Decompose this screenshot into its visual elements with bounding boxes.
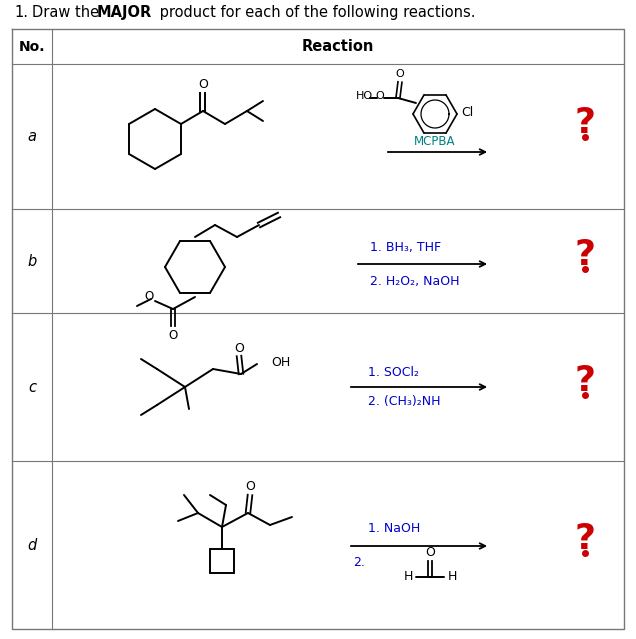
Text: No.: No. [18, 40, 45, 54]
Text: d: d [27, 537, 37, 553]
Text: 2. H₂O₂, NaOH: 2. H₂O₂, NaOH [370, 275, 459, 288]
Text: product for each of the following reactions.: product for each of the following reacti… [155, 4, 476, 20]
Text: Reaction: Reaction [302, 39, 374, 54]
Text: c: c [28, 380, 36, 394]
Text: H: H [403, 571, 413, 583]
Text: Draw the: Draw the [32, 4, 104, 20]
Text: OH: OH [271, 355, 290, 369]
Text: 1.: 1. [14, 4, 28, 20]
Text: 2.: 2. [353, 557, 365, 569]
Text: 1. NaOH: 1. NaOH [368, 523, 420, 535]
Text: 1. SOCl₂: 1. SOCl₂ [368, 366, 419, 378]
Text: ?: ? [574, 238, 595, 272]
Text: O: O [144, 289, 154, 302]
Text: MAJOR: MAJOR [97, 4, 152, 20]
Text: O: O [245, 481, 255, 493]
Text: O: O [198, 77, 208, 91]
Text: MCPBA: MCPBA [414, 134, 456, 148]
Text: Cl: Cl [461, 105, 473, 118]
Text: b: b [27, 254, 37, 268]
Text: O: O [376, 91, 384, 101]
Text: O: O [169, 328, 177, 341]
Text: 2. (CH₃)₂NH: 2. (CH₃)₂NH [368, 396, 441, 408]
Text: ?: ? [574, 106, 595, 140]
Text: 1. BH₃, THF: 1. BH₃, THF [370, 240, 441, 254]
Text: H: H [447, 571, 457, 583]
Text: O: O [396, 69, 404, 79]
Text: ?: ? [574, 522, 595, 556]
Text: ?: ? [574, 364, 595, 398]
Text: O: O [234, 341, 244, 355]
Text: O: O [425, 546, 435, 560]
Text: a: a [27, 129, 36, 144]
Text: HO: HO [356, 91, 373, 101]
